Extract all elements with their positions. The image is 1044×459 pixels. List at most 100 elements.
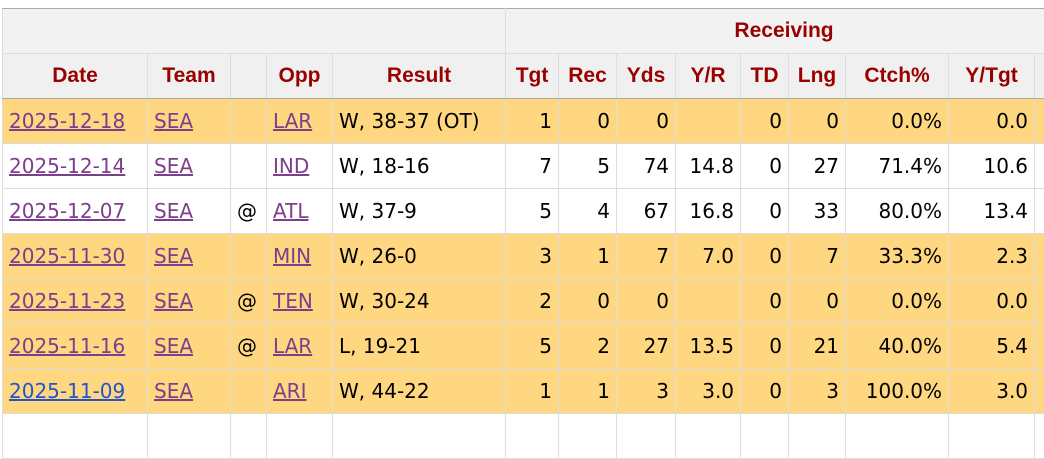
cell-more [1035,279,1044,324]
team-link[interactable]: SEA [154,199,193,223]
cell-tgt: 7 [506,144,559,189]
cell-ctch: 80.0% [846,189,949,234]
cell-opp: LAR [267,324,333,369]
blank-header [3,9,506,54]
cell-td: 0 [741,279,789,324]
cell-yds: 27 [617,324,676,369]
opp-link[interactable]: ATL [273,199,309,223]
date-link[interactable]: 2025-12-14 [9,154,125,178]
cell-date: 2025-12-07 [3,189,148,234]
column-header: Result [333,54,506,99]
cell-lng: 33 [789,189,846,234]
opp-link[interactable]: MIN [273,244,311,268]
cell-at: @ [231,189,267,234]
cell-rec: 1 [559,234,617,279]
cell-yds: 3 [617,369,676,414]
cell-empty [506,414,559,459]
column-header: Tgt [506,54,559,99]
cell-yr [676,99,741,144]
opp-link[interactable]: LAR [273,334,312,358]
column-header [231,54,267,99]
cell-result: W, 44-22 [333,369,506,414]
cell-yds: 0 [617,99,676,144]
group-header-row: Receiving [3,9,1044,54]
cell-ctch: 71.4% [846,144,949,189]
cell-at [231,144,267,189]
cell-yr: 16.8 [676,189,741,234]
cell-rec: 0 [559,99,617,144]
opp-link[interactable]: IND [273,154,309,178]
team-link[interactable]: SEA [154,244,193,268]
cell-opp: IND [267,144,333,189]
team-link[interactable]: SEA [154,154,193,178]
team-link[interactable]: SEA [154,334,193,358]
date-link[interactable]: 2025-12-18 [9,109,125,133]
cell-team: SEA [148,189,231,234]
cell-td: 0 [741,234,789,279]
date-link[interactable]: 2025-11-16 [9,334,125,358]
partial-row [3,414,1044,459]
cell-result: W, 37-9 [333,189,506,234]
cell-lng: 0 [789,99,846,144]
cell-empty [846,414,949,459]
cell-yr [676,279,741,324]
team-link[interactable]: SEA [154,379,193,403]
date-link[interactable]: 2025-11-23 [9,289,125,313]
cell-at: @ [231,279,267,324]
team-link[interactable]: SEA [154,289,193,313]
cell-opp: MIN [267,234,333,279]
cell-empty [559,414,617,459]
cell-result: W, 38-37 (OT) [333,99,506,144]
team-link[interactable]: SEA [154,109,193,133]
opp-link[interactable]: ARI [273,379,306,403]
column-header: Lng [789,54,846,99]
column-header: Y/Tgt [949,54,1035,99]
cell-team: SEA [148,324,231,369]
date-link[interactable]: 2025-11-30 [9,244,125,268]
cell-opp: ARI [267,369,333,414]
cell-rec: 0 [559,279,617,324]
cell-td: 0 [741,99,789,144]
opp-link[interactable]: LAR [273,109,312,133]
cell-opp: LAR [267,99,333,144]
cell-ytgt: 0.0 [949,279,1035,324]
cell-date: 2025-12-14 [3,144,148,189]
cell-tgt: 5 [506,324,559,369]
cell-ytgt: 2.3 [949,234,1035,279]
cell-rec: 2 [559,324,617,369]
cell-tgt: 1 [506,369,559,414]
cell-at [231,369,267,414]
cell-at [231,234,267,279]
cell-ytgt: 13.4 [949,189,1035,234]
column-header: Date [3,54,148,99]
cell-lng: 27 [789,144,846,189]
cell-team: SEA [148,234,231,279]
cell-yds: 0 [617,279,676,324]
cell-ytgt: 5.4 [949,324,1035,369]
date-link[interactable]: 2025-11-09 [9,379,125,403]
date-link[interactable]: 2025-12-07 [9,199,125,223]
opp-link[interactable]: TEN [273,289,313,313]
cell-date: 2025-11-16 [3,324,148,369]
cell-empty [267,414,333,459]
cell-date: 2025-11-09 [3,369,148,414]
cell-empty [148,414,231,459]
cell-result: W, 18-16 [333,144,506,189]
cell-ytgt: 3.0 [949,369,1035,414]
cell-rec: 5 [559,144,617,189]
cell-team: SEA [148,99,231,144]
cell-date: 2025-11-23 [3,279,148,324]
cell-lng: 3 [789,369,846,414]
cell-yds: 67 [617,189,676,234]
cell-date: 2025-11-30 [3,234,148,279]
column-header [1035,54,1044,99]
cell-empty [617,414,676,459]
cell-td: 0 [741,369,789,414]
